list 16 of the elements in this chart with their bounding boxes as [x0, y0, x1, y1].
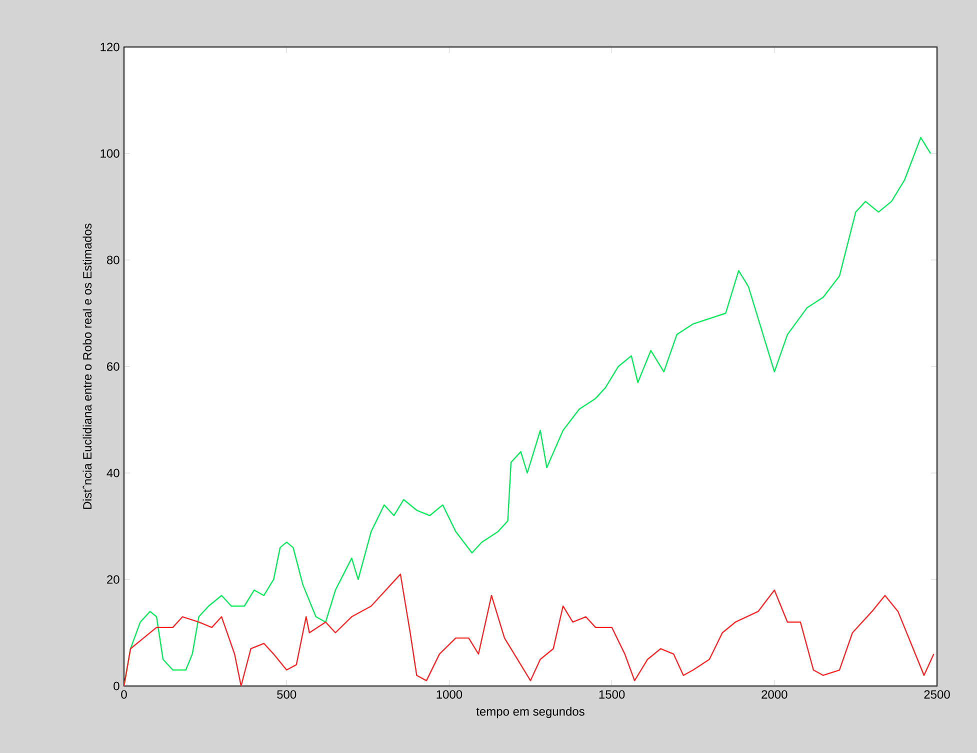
y-tick-label: 20 — [107, 575, 120, 584]
y-axis-title: Distˆncia Euclidiana entre o Robo real e os Estimados — [82, 224, 92, 509]
x-tick-label: 2000 — [762, 690, 788, 699]
y-tick-label: 80 — [106, 256, 120, 264]
y-tick-label: 40 — [106, 468, 120, 478]
y-tick-label: 120 — [100, 42, 120, 52]
y-tick-label: 60 — [107, 362, 120, 371]
x-axis-title: tempo em segundos — [476, 706, 584, 718]
x-tick-label: 2500 — [924, 690, 950, 699]
y-tick-label: 0 — [114, 682, 120, 690]
y-tick-label: 100 — [100, 149, 120, 158]
x-tick-label: 1500 — [599, 690, 625, 699]
x-tick-label: 0 — [121, 690, 127, 699]
x-tick-label: 500 — [277, 690, 296, 699]
line-series — [124, 574, 934, 686]
x-tick-label: 1000 — [436, 690, 462, 699]
